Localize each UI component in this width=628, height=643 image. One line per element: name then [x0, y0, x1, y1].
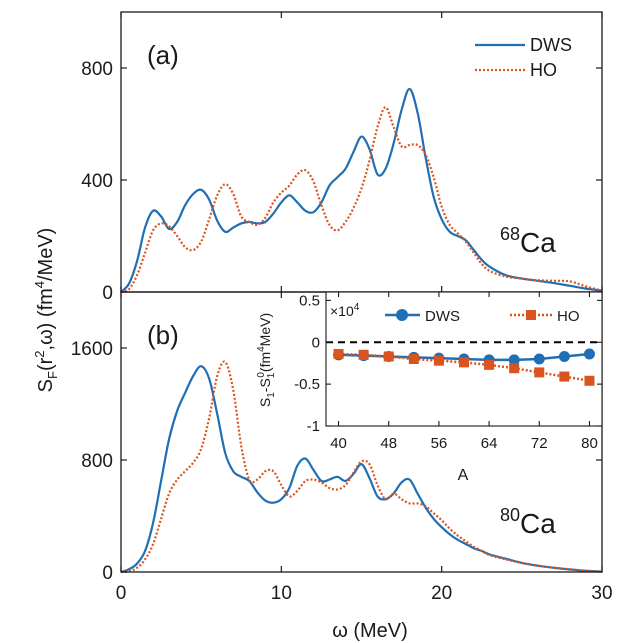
inset-legend-ho-label: HO	[557, 308, 580, 325]
inset-x-tick-label: 48	[380, 435, 397, 452]
panel-b-series-ho-line	[120, 360, 603, 574]
inset-ho-point	[509, 363, 520, 374]
inset-ho-point	[333, 348, 344, 359]
inset-ho-point	[484, 359, 495, 370]
inset-ho-point	[459, 357, 469, 368]
inset-legend-dws-label: DWS	[425, 308, 460, 325]
panel-a-series-dws-line	[120, 87, 603, 293]
panel-b-y-tick-label: 0	[102, 563, 113, 584]
panel-b-x-tick-label: 10	[271, 583, 292, 604]
inset-y-axis-label: S1-S10(fm4MeV)	[256, 313, 277, 407]
panel-a-legend: DWS HO	[475, 35, 572, 80]
legend-ho-label: HO	[530, 60, 557, 80]
inset-dws-point	[583, 348, 595, 360]
panel-b-series-dws-line	[120, 365, 603, 574]
inset-series	[326, 341, 602, 386]
panel-b-x-tick-label: 20	[431, 583, 452, 604]
main-x-axis-label: ω (MeV)	[332, 620, 408, 642]
inset-x-axis-label: A	[458, 467, 469, 484]
panel-b-series	[120, 360, 603, 574]
panel-a-y-tick-label: 0	[102, 283, 113, 304]
panel-b-label: (b)	[147, 320, 179, 350]
panel-a-label: (a)	[147, 40, 179, 70]
inset-ho-point	[358, 349, 369, 360]
panel-b-nucleus: 80Ca	[500, 505, 556, 539]
inset-dws-point	[508, 354, 520, 366]
panel-a-series-ho-line	[120, 106, 603, 294]
inset-plot: -1 -0.5 0 0.5 40 48 56 64 72 80 ×104 S1-S10(fm4Me…	[256, 291, 603, 484]
inset-multiplier: ×104	[330, 302, 360, 319]
panel-a-y-tick-label: 400	[81, 171, 113, 192]
inset-ho-point	[584, 375, 595, 386]
panel-a-nucleus: 68Ca	[500, 224, 556, 258]
inset-y-tick-label: 0	[312, 334, 320, 351]
panel-b-x-tick-label: 0	[116, 583, 127, 604]
panel-a-series	[120, 87, 603, 294]
inset-y-tick-label: -0.5	[294, 376, 320, 393]
inset-legend-ho-marker	[526, 310, 536, 320]
inset-x-tick-label: 56	[431, 435, 448, 452]
panel-a-plot: 0 400 800 (a) 68Ca DWS HO	[81, 11, 603, 304]
legend-dws-label: DWS	[530, 35, 572, 55]
panel-b-x-tick-label: 30	[591, 583, 612, 604]
inset-y-tick-label: -1	[307, 418, 320, 435]
inset-dws-point	[533, 353, 545, 365]
inset-legend-dws-marker	[396, 309, 408, 321]
inset-frame	[325, 291, 603, 427]
panel-b-y-tick-label: 1600	[71, 339, 113, 360]
inset-ho-point	[383, 351, 394, 362]
inset-x-tick-label: 80	[581, 435, 598, 452]
main-y-axis-label: SF(r2,ω) (fm4/MeV)	[32, 228, 60, 393]
inset-ticks: -1 -0.5 0 0.5 40 48 56 64 72 80	[294, 292, 602, 452]
inset-x-tick-label: 64	[481, 435, 498, 452]
inset-y-tick-label: 0.5	[299, 292, 320, 309]
inset-legend: DWS HO	[385, 308, 580, 325]
inset-dws-point	[558, 350, 570, 362]
panel-a-y-tick-label: 800	[81, 59, 113, 80]
panel-b-y-tick-label: 800	[81, 451, 113, 472]
inset-ho-point	[559, 371, 570, 382]
inset-ho-point	[534, 367, 545, 378]
inset-x-tick-label: 72	[531, 435, 548, 452]
inset-ho-point	[433, 355, 444, 366]
inset-x-tick-label: 40	[330, 435, 347, 452]
panel-a-ticks: 0 400 800	[81, 12, 603, 304]
inset-ho-point	[408, 354, 419, 364]
